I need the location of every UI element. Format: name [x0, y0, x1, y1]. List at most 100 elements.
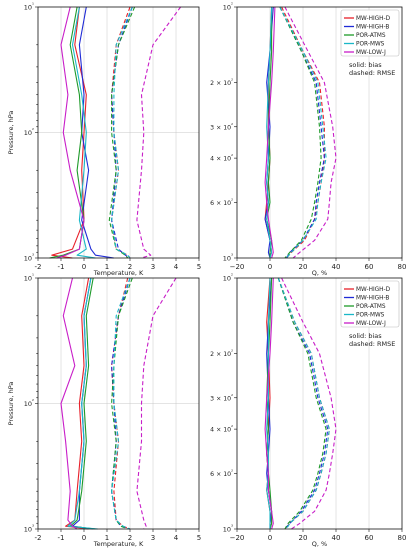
- y-tick-label: 10³: [223, 254, 233, 263]
- legend-label: MW-HIGH-D: [356, 287, 391, 293]
- series-mw-high-d-bias: [65, 277, 90, 530]
- y-tick-label: 3 × 10²: [210, 123, 233, 131]
- x-tick-label: 80: [398, 534, 407, 542]
- legend-label: POR-ATMS: [356, 33, 386, 39]
- y-tick-label: 2 × 10²: [210, 350, 233, 358]
- y-tick-label: 10¹: [24, 274, 34, 283]
- legend-label: POR-MWS: [356, 42, 385, 48]
- y-tick-label: 6 × 10²: [210, 470, 233, 478]
- series-por-mws-rmse: [111, 6, 133, 259]
- y-tick-label: 10¹: [24, 3, 34, 12]
- series-por-mws-bias: [71, 6, 96, 259]
- series-por-atms-rmse: [277, 277, 327, 530]
- series-mw-high-b-rmse: [111, 6, 133, 259]
- series-mw-low-j-bias: [264, 6, 276, 259]
- x-tick-label: 2: [128, 534, 132, 542]
- x-tick-label: 60: [365, 263, 374, 271]
- x-tick-label: −20: [230, 534, 245, 542]
- legend: MW-HIGH-D MW-HIGH-B POR-ATMS POR-MWS MW-LOW-…: [340, 9, 400, 77]
- x-tick-label: 0: [82, 263, 86, 271]
- legend-note-rmse: dashed: RMSE: [349, 69, 395, 77]
- y-tick-label: 10²: [223, 274, 233, 283]
- x-tick-label: 1: [105, 534, 109, 542]
- series-mw-low-j-rmse: [136, 277, 177, 530]
- x-tick-label: -2: [35, 534, 42, 542]
- series-mw-low-j-rmse: [284, 6, 337, 259]
- series-mw-low-j-rmse: [281, 277, 337, 530]
- series-mw-high-b-rmse: [277, 277, 329, 530]
- legend-label: MW-LOW-J: [356, 50, 386, 56]
- panel-top-right: −20 0 20 40 60 80 Q, % 10² 2 × 10² 3 × 10² 4 × 10²…: [210, 3, 406, 278]
- series-por-mws-rmse: [279, 6, 327, 259]
- x-axis-label: Q, %: [312, 269, 327, 277]
- legend-label: MW-HIGH-B: [356, 25, 389, 31]
- x-tick-label: 40: [332, 263, 341, 271]
- legend-note-rmse: dashed: RMSE: [349, 340, 395, 348]
- y-tick-label: 6 × 10²: [210, 199, 233, 207]
- y-tick-label: 10³: [223, 525, 233, 534]
- series-mw-low-j-bias: [56, 6, 85, 259]
- panel-bottom-right: −20 0 20 40 60 80 Q, % 10² 2 × 10² 3 × 10² 4 × 10²…: [210, 274, 406, 549]
- x-tick-label: 20: [299, 263, 308, 271]
- y-tick-label: 4 × 10²: [210, 426, 233, 434]
- series-por-atms-bias: [49, 6, 85, 259]
- legend-label: MW-HIGH-D: [356, 16, 391, 22]
- series-mw-high-d-bias: [51, 6, 87, 259]
- y-tick-label: 4 × 10²: [210, 155, 233, 163]
- y-tick-label: 10³: [24, 525, 34, 534]
- x-tick-label: 0: [268, 534, 272, 542]
- x-tick-label: 3: [151, 534, 155, 542]
- x-tick-label: 1: [105, 263, 109, 271]
- legend-label: MW-LOW-J: [356, 321, 386, 327]
- x-tick-label: 80: [398, 263, 407, 271]
- legend-label: POR-MWS: [356, 313, 385, 319]
- x-tick-label: 5: [197, 534, 201, 542]
- series-por-mws-rmse: [277, 277, 330, 530]
- x-tick-label: 2: [128, 263, 132, 271]
- y-axis-label: Pressure, hPa: [7, 382, 15, 426]
- legend-label: POR-ATMS: [356, 304, 386, 310]
- series-mw-high-b-rmse: [279, 6, 325, 259]
- series-por-mws-bias: [266, 277, 271, 529]
- x-tick-label: 4: [174, 534, 179, 542]
- y-axis-label: Pressure, hPa: [7, 111, 15, 155]
- series-por-atms-bias: [69, 277, 96, 530]
- x-axis-label: Temperature, K: [93, 540, 144, 548]
- x-tick-label: 20: [299, 534, 308, 542]
- y-tick-label: 3 × 10²: [210, 394, 233, 402]
- y-tick-label: 10²: [24, 128, 34, 137]
- x-tick-label: 40: [332, 534, 341, 542]
- series-mw-high-b-bias: [78, 6, 114, 259]
- legend-box: [340, 9, 400, 57]
- x-tick-label: 0: [82, 534, 86, 542]
- y-tick-label: 10²: [223, 3, 233, 12]
- series-por-mws-bias: [266, 6, 273, 259]
- legend-note-bias: solid: bias: [349, 61, 382, 69]
- legend: MW-HIGH-D MW-HIGH-B POR-ATMS POR-MWS MW-LOW-…: [340, 280, 400, 348]
- y-tick-label: 2 × 10²: [210, 79, 233, 87]
- legend-note-bias: solid: bias: [349, 332, 382, 340]
- x-tick-label: 4: [174, 263, 179, 271]
- x-tick-label: -2: [35, 263, 42, 271]
- x-tick-label: -1: [58, 263, 65, 271]
- x-tick-label: −20: [230, 263, 245, 271]
- panel-bottom-left: -2 -1 0 1 2 3 4 5 Temperature, K 10¹ 10² 10³ Pressur…: [7, 274, 201, 549]
- series-por-atms-rmse: [111, 277, 133, 530]
- series-por-atms-rmse: [279, 6, 322, 259]
- y-tick-label: 10³: [24, 254, 34, 263]
- series-por-atms-rmse: [108, 6, 136, 259]
- series-mw-low-j-bias: [264, 277, 274, 530]
- x-tick-label: -1: [58, 534, 65, 542]
- x-tick-label: 3: [151, 263, 155, 271]
- x-tick-label: 60: [365, 534, 374, 542]
- plot-frame: [236, 6, 403, 259]
- series-por-mws-rmse: [111, 277, 131, 530]
- series-mw-low-j-bias: [60, 277, 78, 530]
- panel-top-left: -2 -1 0 1 2 3 4 5 Temperature, K 10¹ 10² 10³ Pressur…: [7, 3, 201, 278]
- x-axis-label: Q, %: [312, 540, 327, 548]
- legend-box: [340, 280, 400, 328]
- x-tick-label: 5: [197, 263, 201, 271]
- plot-frame: [236, 277, 403, 530]
- y-tick-label: 10²: [24, 399, 34, 408]
